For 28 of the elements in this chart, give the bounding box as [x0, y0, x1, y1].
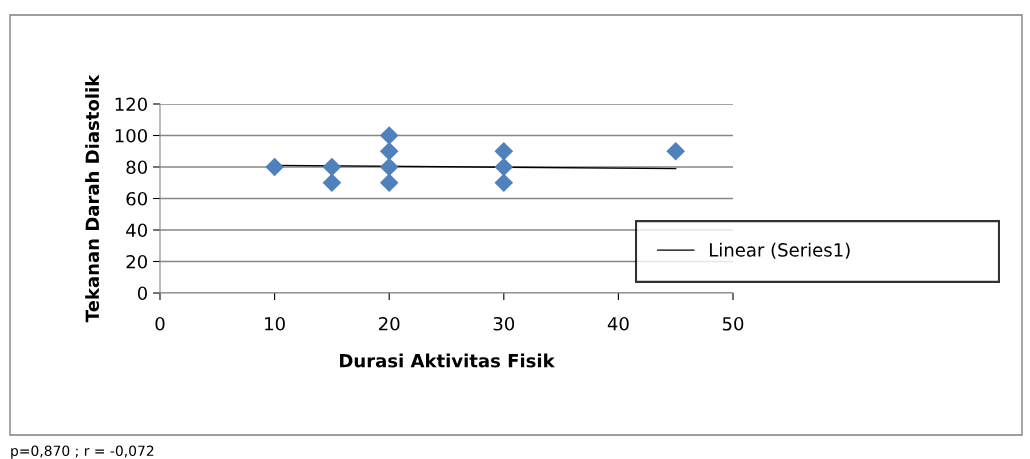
point: [322, 157, 342, 177]
y-tick-label: 120: [115, 97, 147, 112]
x-tick-label: 40: [607, 316, 629, 331]
x-tick-label: 30: [493, 316, 515, 331]
point: [494, 157, 514, 177]
y-tick-label: 80: [126, 160, 147, 175]
point: [666, 141, 686, 161]
y-tick-label: 40: [126, 223, 147, 238]
y-tick-label: 0: [137, 286, 147, 301]
x-tick-label: 0: [155, 316, 165, 331]
legend-label: Linear (Series1): [710, 242, 850, 259]
text: p=0,870 ; r = -0,072: [11, 445, 154, 459]
y-tick-label: 60: [126, 191, 147, 206]
x-axis-title: Durasi Aktivitas Fisik: [340, 353, 555, 368]
point: [379, 141, 399, 161]
point: [494, 141, 514, 161]
point: [322, 173, 342, 193]
point: [379, 173, 399, 193]
y-tick-label: 20: [126, 254, 147, 269]
y-tick-label: 100: [115, 128, 147, 143]
point: [494, 173, 514, 193]
x-tick-label: 50: [722, 316, 744, 331]
y-axis-title: Tekanan Darah Diastolik: [85, 74, 100, 323]
x-tick-label: 20: [379, 316, 400, 331]
point: [379, 157, 399, 177]
point: [265, 157, 284, 177]
x-tick-label: 10: [265, 316, 285, 331]
point: [379, 126, 399, 145]
